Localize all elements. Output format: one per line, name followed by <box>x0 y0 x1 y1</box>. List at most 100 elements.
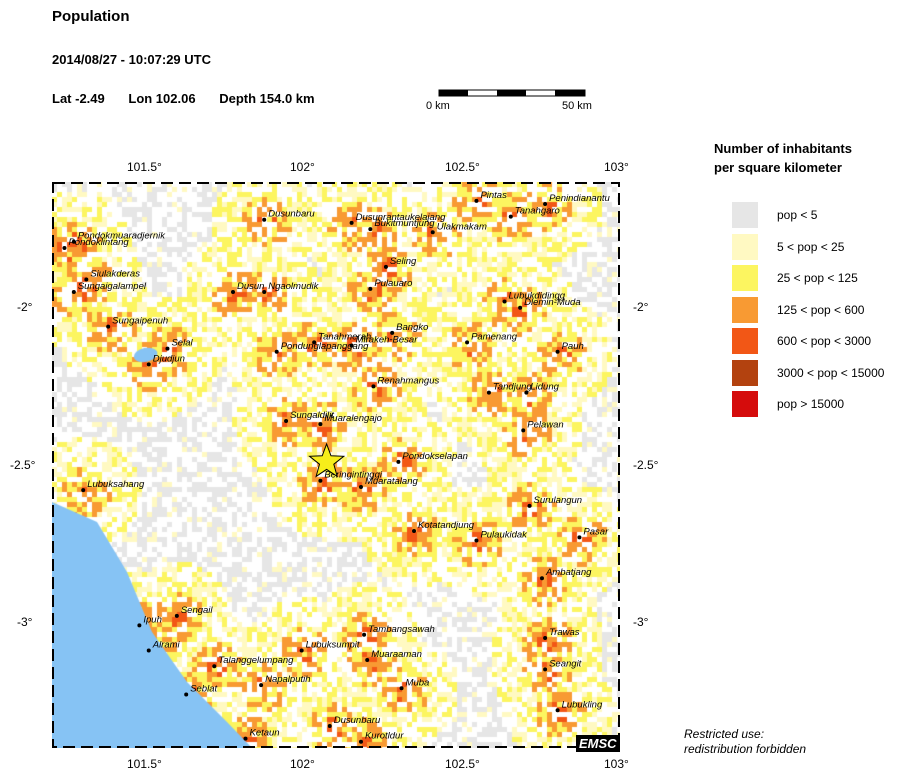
place-dot <box>358 485 363 490</box>
lon-tick-bottom: 103° <box>604 757 629 771</box>
place-label: Seblat <box>190 684 217 695</box>
lon-tick-top: 102.5° <box>445 160 480 174</box>
place-label: Sungaipenuh <box>112 316 168 327</box>
place-label: Lubuksahang <box>87 479 145 490</box>
place-label: Renahmangus <box>377 375 439 386</box>
place-label: Lubuksumpit <box>306 640 360 651</box>
place-dot <box>486 390 491 395</box>
place-label: Siulakderas <box>90 268 140 279</box>
place-dot <box>243 736 248 741</box>
place-label: Lubukdidingg <box>509 290 566 301</box>
place-label: Surulangun <box>533 495 582 506</box>
place-dot <box>84 277 89 282</box>
place-label: Pondunglapanggang <box>281 341 369 352</box>
place-label: Pauh <box>562 341 584 352</box>
population-map[interactable]: Pintas Penindianantu Dusunbaru Dusunrantauk… <box>52 182 620 748</box>
legend-label: 3000 < pop < 15000 <box>777 365 885 380</box>
place-dot <box>465 340 470 345</box>
place-dot <box>284 418 289 423</box>
place-label: Dusunrantaukelajang <box>356 212 447 223</box>
place-label: Djudjun <box>153 353 185 364</box>
place-dot <box>474 198 479 203</box>
place-dot <box>71 239 76 244</box>
usage-notice-line: redistribution forbidden <box>684 742 807 756</box>
place-label: Sengail <box>181 605 214 616</box>
usage-notice: Restricted use: redistribution forbidden <box>684 727 806 757</box>
place-dot <box>383 264 388 269</box>
lat-tick-left: -2° <box>17 300 33 314</box>
place-dot <box>474 538 479 543</box>
place-dot <box>327 723 332 728</box>
place-label: Pasar <box>583 526 609 537</box>
place-label: Muaraaman <box>371 649 422 660</box>
place-dot <box>368 286 373 291</box>
scale-bar: 0 km 50 km <box>426 88 592 116</box>
place-dot <box>262 290 267 295</box>
place-label: Muaralengajo <box>324 413 382 424</box>
place-label: Dusun <box>237 281 264 292</box>
place-label: Penindianantu <box>549 193 610 204</box>
place-dot <box>368 227 373 232</box>
place-dot <box>521 428 526 433</box>
place-label: Bukitmuntjung <box>374 218 435 229</box>
population-density-raster <box>52 182 620 748</box>
place-dot <box>390 330 395 335</box>
place-label: Muba <box>406 677 430 688</box>
place-label: Dusunbaru <box>334 715 381 726</box>
legend-swatch <box>732 265 758 291</box>
place-dot <box>299 648 304 653</box>
place-label: Seangit <box>549 658 582 669</box>
lon-tick-bottom: 101.5° <box>127 757 162 771</box>
map-overlay: Pintas Penindianantu Dusunbaru Dusunrantauk… <box>52 182 620 748</box>
legend-label: 600 < pop < 3000 <box>777 334 872 348</box>
place-label: Pondoklintang <box>68 237 129 248</box>
legend-title-line: per square kilometer <box>714 160 842 175</box>
legend-title: Number of inhabitants per square kilomet… <box>714 139 852 177</box>
usage-notice-line: Restricted use: <box>684 727 765 741</box>
place-dot <box>259 683 264 688</box>
legend-swatch <box>732 359 758 386</box>
place-dot <box>349 343 354 348</box>
place-dot <box>274 349 279 354</box>
lon-tick-top: 101.5° <box>127 160 162 174</box>
place-dot <box>539 576 544 581</box>
place-label: Dlemin-Muda <box>524 297 581 308</box>
place-label: Kotatandjung <box>418 520 475 531</box>
place-label: Pondokselapan <box>402 451 468 462</box>
place-dot <box>81 488 86 493</box>
lon-tick-top: 102° <box>290 160 315 174</box>
place-dot <box>396 459 401 464</box>
place-dot <box>262 217 267 222</box>
event-datetime: 2014/08/27 - 10:07:29 UTC <box>52 52 211 67</box>
lon-tick-top: 103° <box>604 160 629 174</box>
place-dot <box>518 305 523 310</box>
scale-bar-graphic <box>438 89 586 97</box>
place-label: Kurotldur <box>365 731 404 742</box>
place-label: Ambatjang <box>545 567 592 578</box>
legend-label: pop > 15000 <box>777 397 845 411</box>
depth-value: Depth 154.0 km <box>219 91 315 106</box>
place-dot <box>430 230 435 235</box>
place-dot <box>543 635 548 640</box>
legend-label: 5 < pop < 25 <box>777 239 845 254</box>
map-frame <box>52 182 620 748</box>
place-label: Lubukling <box>562 699 603 710</box>
place-dot <box>106 324 111 329</box>
place-dot <box>508 214 513 219</box>
legend-label: pop < 5 <box>777 208 818 222</box>
place-label: Ipuh <box>143 614 162 625</box>
place-dot <box>555 708 560 713</box>
place-dot <box>184 692 189 697</box>
place-label: Dusunbaru <box>268 209 315 220</box>
place-dot <box>362 632 367 637</box>
legend-swatch <box>732 391 758 417</box>
place-dot <box>312 340 317 345</box>
place-dot <box>146 648 151 653</box>
lat-tick-left: -2.5° <box>10 458 36 472</box>
place-label: Pondokmuaradjernik <box>78 231 166 242</box>
place-dot <box>358 739 363 744</box>
place-label: Sungaldilit <box>290 410 334 421</box>
place-dot <box>577 535 582 540</box>
place-label: Pelawan <box>527 419 563 430</box>
lat-tick-left: -3° <box>17 615 33 629</box>
